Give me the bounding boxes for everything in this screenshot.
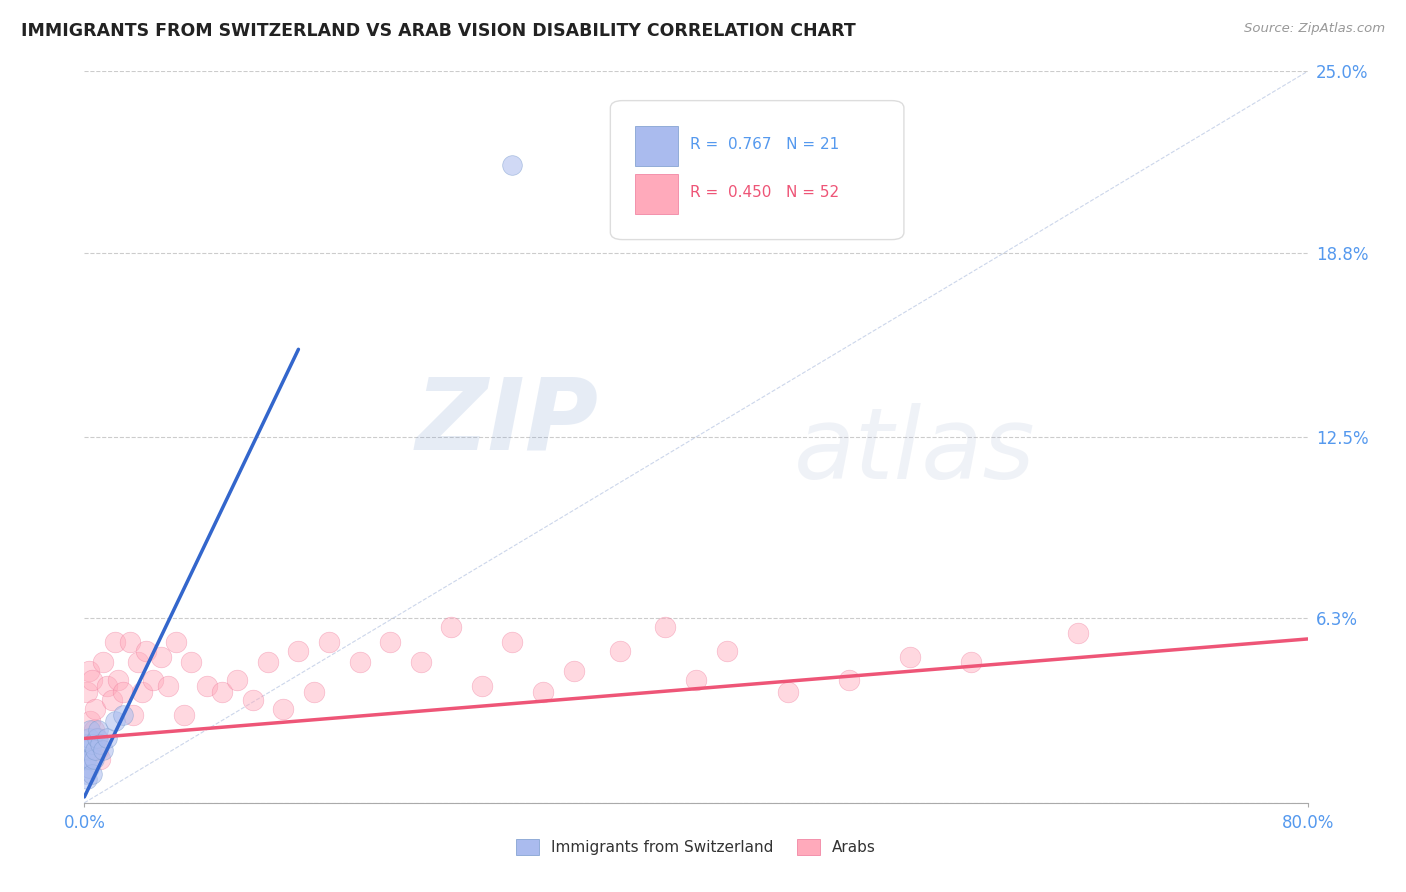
Point — [562, 664, 585, 678]
Point — [898, 649, 921, 664]
Point — [77, 664, 100, 678]
Point — [104, 635, 127, 649]
Point — [165, 635, 187, 649]
Point — [76, 772, 98, 787]
Point — [502, 158, 524, 172]
Text: R =  0.767   N = 21: R = 0.767 N = 21 — [690, 137, 839, 152]
Point — [111, 708, 134, 723]
Point — [79, 752, 101, 766]
Point — [104, 714, 127, 728]
Point — [87, 723, 110, 737]
Legend: Immigrants from Switzerland, Arabs: Immigrants from Switzerland, Arabs — [510, 833, 882, 861]
Point — [89, 752, 111, 766]
Point — [96, 731, 118, 746]
Point — [531, 684, 554, 698]
Point — [80, 766, 103, 780]
Point — [75, 752, 97, 766]
Point — [77, 731, 100, 746]
Point — [716, 643, 738, 657]
Point — [79, 714, 101, 728]
Point — [180, 656, 202, 670]
Point — [1067, 626, 1090, 640]
Point — [149, 649, 172, 664]
Text: ZIP: ZIP — [415, 374, 598, 471]
Point — [83, 723, 105, 737]
Point — [91, 743, 114, 757]
Point — [173, 708, 195, 723]
Text: IMMIGRANTS FROM SWITZERLAND VS ARAB VISION DISABILITY CORRELATION CHART: IMMIGRANTS FROM SWITZERLAND VS ARAB VISI… — [21, 22, 856, 40]
Point — [318, 635, 340, 649]
Point — [609, 643, 631, 657]
Point — [471, 679, 494, 693]
Point — [287, 643, 309, 657]
Point — [211, 684, 233, 698]
Point — [654, 620, 676, 634]
Point — [120, 635, 142, 649]
Point — [960, 656, 983, 670]
Point — [75, 737, 97, 751]
Point — [242, 693, 264, 707]
Point — [195, 679, 218, 693]
Point — [101, 693, 124, 707]
Point — [84, 702, 107, 716]
Point — [87, 743, 110, 757]
Bar — [636, 127, 678, 167]
Point — [257, 656, 280, 670]
Text: atlas: atlas — [794, 403, 1035, 500]
Point — [409, 656, 432, 670]
Point — [86, 731, 108, 746]
Point — [142, 673, 165, 687]
Point — [96, 679, 118, 693]
Point — [76, 684, 98, 698]
Point — [91, 656, 114, 670]
Text: R =  0.450   N = 52: R = 0.450 N = 52 — [690, 185, 839, 200]
Point — [79, 723, 101, 737]
Point — [302, 684, 325, 698]
Point — [80, 737, 103, 751]
Point — [83, 752, 105, 766]
Bar — [636, 174, 678, 214]
Point — [226, 673, 249, 687]
Point — [84, 743, 107, 757]
Point — [89, 737, 111, 751]
FancyBboxPatch shape — [610, 101, 904, 240]
Point — [685, 673, 707, 687]
Point — [157, 679, 180, 693]
Point — [77, 761, 100, 775]
Point — [440, 620, 463, 634]
Point — [86, 731, 108, 746]
Point — [380, 635, 402, 649]
Point — [776, 684, 799, 698]
Point — [76, 743, 98, 757]
Point — [131, 684, 153, 698]
Point — [80, 673, 103, 687]
Point — [271, 702, 294, 716]
Point — [75, 766, 97, 780]
Point — [127, 656, 149, 670]
Point — [349, 656, 371, 670]
Text: Source: ZipAtlas.com: Source: ZipAtlas.com — [1244, 22, 1385, 36]
Point — [122, 708, 145, 723]
Point — [111, 684, 134, 698]
Point — [135, 643, 157, 657]
Point — [107, 673, 129, 687]
Point — [838, 673, 860, 687]
Point — [502, 635, 524, 649]
